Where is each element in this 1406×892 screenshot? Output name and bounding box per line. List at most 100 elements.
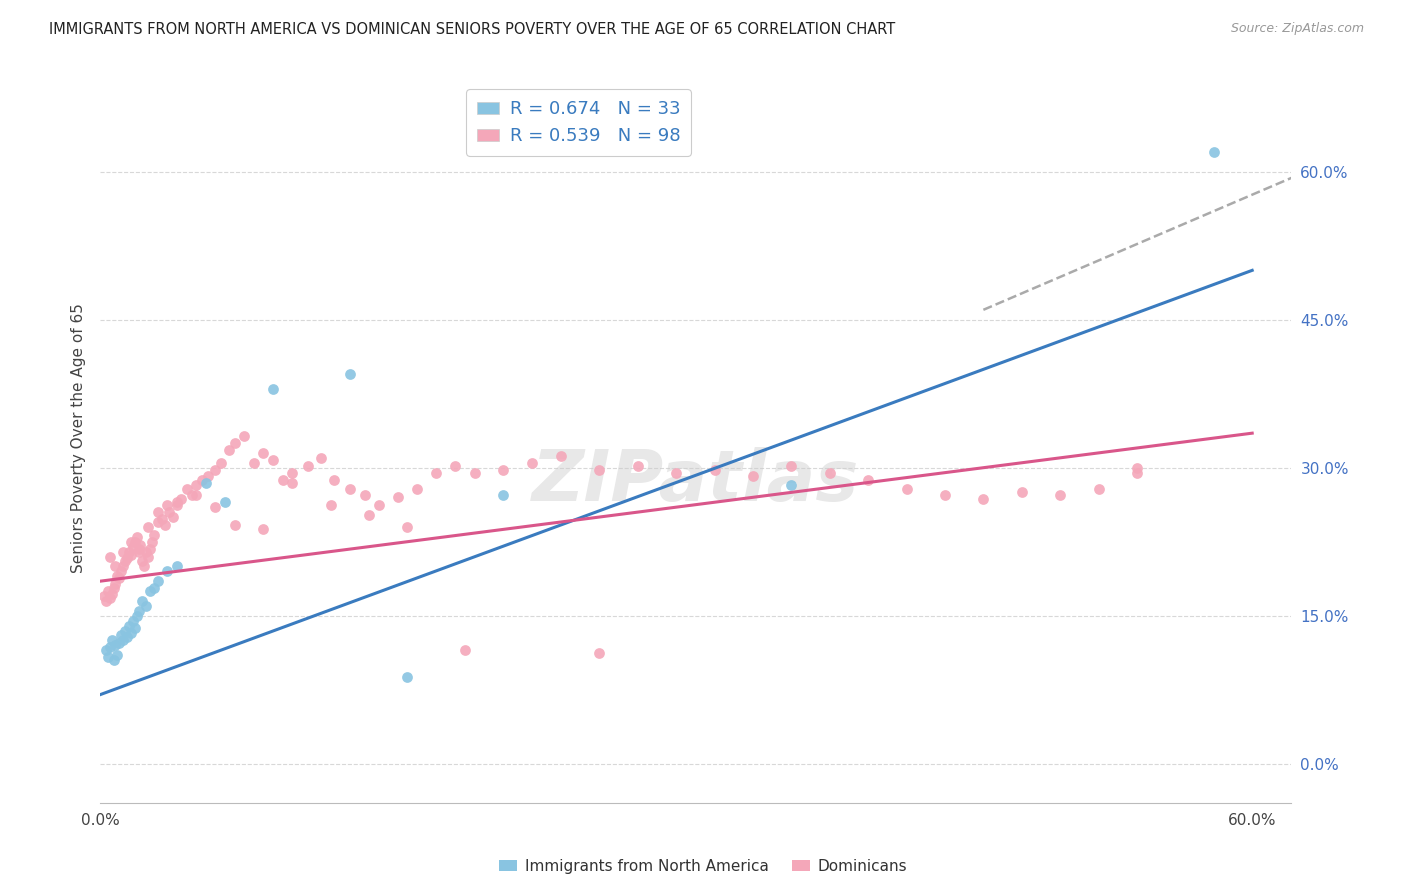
- Point: [972, 492, 994, 507]
- Point: [197, 468, 219, 483]
- Point: [166, 498, 188, 512]
- Point: [170, 492, 193, 507]
- Point: [141, 534, 163, 549]
- Point: [131, 594, 153, 608]
- Point: [665, 466, 688, 480]
- Point: [233, 429, 256, 443]
- Point: [1087, 483, 1109, 497]
- Point: [112, 559, 135, 574]
- Point: [146, 505, 169, 519]
- Point: [339, 483, 361, 497]
- Point: [104, 638, 127, 652]
- Point: [128, 541, 150, 556]
- Point: [120, 626, 142, 640]
- Point: [588, 463, 610, 477]
- Point: [142, 581, 165, 595]
- Point: [204, 500, 226, 515]
- Point: [125, 608, 148, 623]
- Point: [1011, 485, 1033, 500]
- Point: [323, 473, 346, 487]
- Point: [125, 530, 148, 544]
- Point: [396, 670, 419, 684]
- Point: [281, 466, 304, 480]
- Point: [1126, 460, 1149, 475]
- Point: [121, 540, 143, 554]
- Point: [492, 488, 515, 502]
- Point: [218, 442, 240, 457]
- Point: [934, 488, 956, 502]
- Text: ZIPatlas: ZIPatlas: [531, 448, 859, 516]
- Point: [184, 478, 207, 492]
- Point: [103, 653, 125, 667]
- Point: [224, 517, 246, 532]
- Point: [112, 544, 135, 558]
- Text: IMMIGRANTS FROM NORTH AMERICA VS DOMINICAN SENIORS POVERTY OVER THE AGE OF 65 CO: IMMIGRANTS FROM NORTH AMERICA VS DOMINIC…: [49, 22, 896, 37]
- Point: [118, 618, 141, 632]
- Point: [146, 515, 169, 529]
- Point: [128, 604, 150, 618]
- Point: [115, 551, 138, 566]
- Legend: R = 0.674   N = 33, R = 0.539   N = 98: R = 0.674 N = 33, R = 0.539 N = 98: [467, 89, 692, 156]
- Point: [104, 577, 127, 591]
- Point: [191, 473, 214, 487]
- Point: [520, 456, 543, 470]
- Point: [156, 498, 179, 512]
- Text: Source: ZipAtlas.com: Source: ZipAtlas.com: [1230, 22, 1364, 36]
- Point: [115, 631, 138, 645]
- Point: [204, 463, 226, 477]
- Point: [108, 636, 131, 650]
- Point: [124, 534, 146, 549]
- Point: [297, 458, 319, 473]
- Point: [107, 648, 129, 663]
- Point: [780, 478, 803, 492]
- Point: [181, 488, 204, 502]
- Point: [387, 491, 409, 505]
- Point: [262, 382, 284, 396]
- Point: [104, 559, 127, 574]
- Point: [252, 522, 274, 536]
- Point: [224, 436, 246, 450]
- Point: [129, 538, 152, 552]
- Point: [98, 640, 121, 655]
- Point: [135, 599, 157, 613]
- Point: [184, 488, 207, 502]
- Point: [454, 643, 477, 657]
- Point: [856, 473, 879, 487]
- Point: [550, 449, 572, 463]
- Point: [309, 450, 332, 465]
- Point: [464, 466, 486, 480]
- Point: [425, 466, 447, 480]
- Point: [139, 541, 162, 556]
- Point: [131, 554, 153, 568]
- Point: [406, 483, 429, 497]
- Point: [157, 505, 180, 519]
- Point: [136, 520, 159, 534]
- Point: [121, 614, 143, 628]
- Point: [136, 549, 159, 564]
- Point: [118, 544, 141, 558]
- Point: [281, 475, 304, 490]
- Point: [107, 569, 129, 583]
- Point: [162, 510, 184, 524]
- Point: [194, 475, 217, 490]
- Point: [146, 574, 169, 589]
- Point: [150, 512, 173, 526]
- Point: [120, 534, 142, 549]
- Point: [1202, 145, 1225, 159]
- Point: [627, 458, 650, 473]
- Point: [156, 564, 179, 578]
- Point: [94, 643, 117, 657]
- Point: [155, 517, 177, 532]
- Y-axis label: Seniors Poverty Over the Age of 65: Seniors Poverty Over the Age of 65: [72, 303, 86, 573]
- Point: [588, 646, 610, 660]
- Point: [818, 466, 841, 480]
- Point: [110, 628, 132, 642]
- Point: [135, 544, 157, 558]
- Point: [93, 589, 115, 603]
- Point: [108, 571, 131, 585]
- Point: [176, 483, 198, 497]
- Point: [339, 367, 361, 381]
- Point: [142, 528, 165, 542]
- Point: [166, 495, 188, 509]
- Point: [396, 520, 419, 534]
